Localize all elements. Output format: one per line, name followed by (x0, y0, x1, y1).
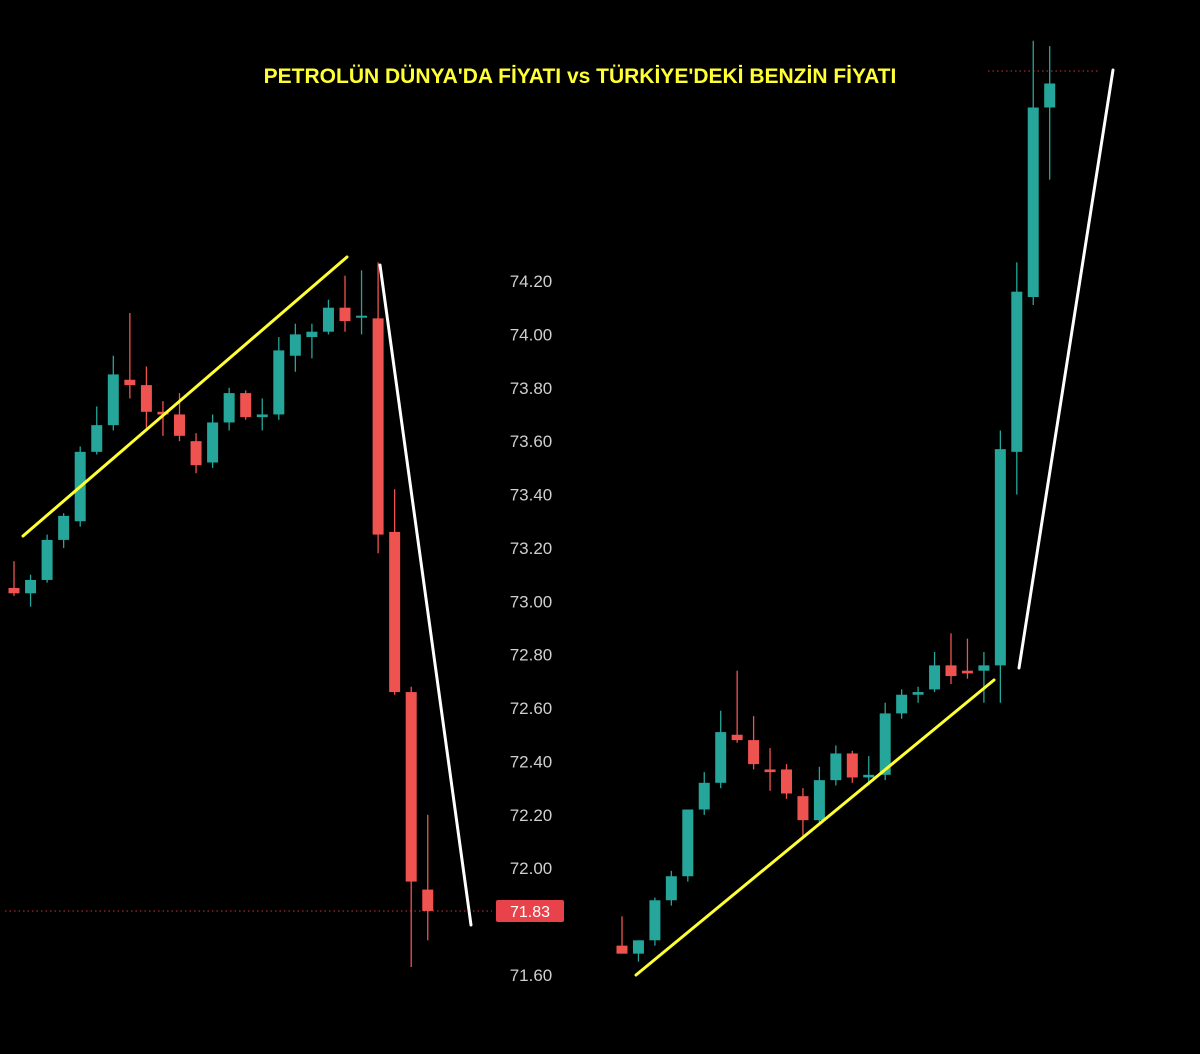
trendline-up-right-steep (1017, 68, 1115, 670)
trendline-up-right (634, 678, 996, 977)
candles-group (8, 40, 1056, 967)
candle-body (896, 694, 908, 714)
candle-body (665, 876, 677, 901)
candle-body (1044, 83, 1056, 108)
candle-body (422, 889, 434, 911)
candle-body (748, 740, 760, 765)
trendlines-group (21, 68, 1115, 977)
y-tick-label: 73.40 (510, 486, 553, 505)
candle-body (107, 374, 119, 426)
candle-body (240, 393, 252, 418)
candle-body (322, 307, 334, 332)
candle-body (797, 796, 809, 821)
candle-body (912, 692, 924, 695)
candle-body (1027, 107, 1039, 298)
candle-body (961, 670, 973, 674)
y-tick-label: 72.00 (510, 859, 553, 878)
candle-body (682, 809, 694, 877)
candle-body (140, 385, 152, 412)
candle-body (978, 665, 990, 671)
candle-body (41, 539, 53, 580)
candle-body (813, 780, 825, 821)
candle-body (91, 425, 103, 452)
candle-body (731, 734, 743, 741)
candle-body (58, 515, 70, 540)
y-tick-label: 72.40 (510, 752, 553, 771)
candle-body (830, 753, 842, 781)
y-tick-label: 73.80 (510, 379, 553, 398)
candle-body (207, 422, 219, 463)
candle-body (764, 769, 776, 773)
candle-body (289, 334, 301, 356)
candle-body (616, 945, 628, 954)
candle-body (846, 753, 858, 778)
candle-body (781, 769, 792, 794)
candle-body (339, 307, 351, 322)
chart-title: PETROLÜN DÜNYA'DA FİYATI vs TÜRKİYE'DEKİ… (264, 65, 897, 88)
y-tick-label: 71.60 (510, 966, 553, 985)
trendline-down-left (378, 263, 473, 927)
last-price-tag: 71.83 (496, 899, 564, 922)
y-tick-label: 74.20 (510, 272, 553, 291)
candle-body (929, 665, 941, 690)
candle-body (994, 449, 1006, 666)
candle-body (356, 315, 368, 318)
candle-body (389, 531, 401, 693)
candle-body (405, 692, 417, 882)
candle-body (945, 665, 957, 677)
candle-body (306, 331, 318, 338)
y-tick-label: 72.80 (510, 646, 553, 665)
candle-body (715, 732, 727, 783)
candle-body (223, 393, 235, 423)
candle-body (879, 713, 891, 775)
candle-body (649, 900, 661, 941)
y-tick-label: 72.60 (510, 699, 553, 718)
candle-body (8, 587, 20, 594)
candle-body (632, 940, 644, 954)
trendline-up-left (21, 255, 349, 538)
y-tick-label: 73.20 (510, 539, 553, 558)
candle-body (124, 379, 136, 386)
candle-body (174, 414, 185, 436)
y-tick-label: 74.00 (510, 325, 553, 344)
candle-body (698, 782, 710, 810)
last-price-tag-background (496, 899, 564, 922)
candle-body (157, 411, 169, 415)
candle-body (25, 579, 37, 594)
y-tick-label: 72.20 (510, 806, 553, 825)
candle-body (273, 350, 285, 415)
candle-body (863, 774, 875, 778)
candle-body (372, 318, 384, 535)
y-tick-label: 73.00 (510, 592, 553, 611)
y-tick-label: 73.60 (510, 432, 553, 451)
candle-body (190, 441, 202, 466)
candle-body (1011, 291, 1023, 452)
y-axis: 74.20 74.00 73.80 73.60 73.40 73.20 73.00 72.80… (510, 272, 553, 985)
candle-body (256, 414, 268, 418)
last-price-tag-label: 71.83 (510, 904, 550, 921)
